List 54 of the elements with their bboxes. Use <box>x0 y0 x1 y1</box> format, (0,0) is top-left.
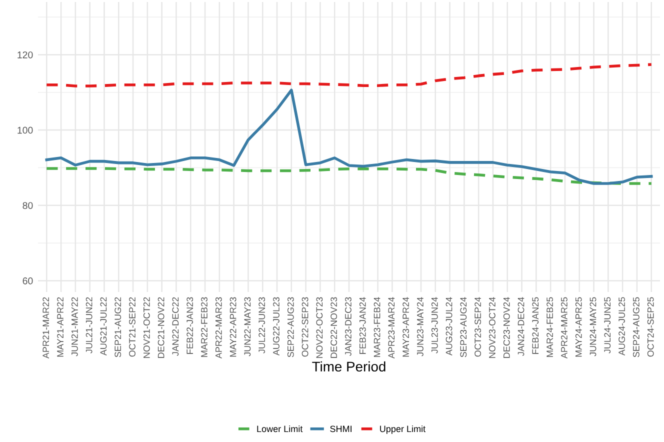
y-tick-label: 120 <box>18 51 33 58</box>
x-tick-label: OCT23-SEP24 <box>474 297 482 357</box>
x-tick-label: NOV22-OCT23 <box>316 297 323 358</box>
x-tick-label: SEP24-AUG25 <box>632 297 640 358</box>
x-tick-label: JUL21-JUN22 <box>86 297 92 354</box>
x-tick-label: JAN22-DEC22 <box>172 297 179 356</box>
x-tick-label: JUL24-JUN25 <box>604 297 611 354</box>
x-tick-label: JAN23-DEC23 <box>345 297 352 356</box>
x-tick-label: APR24-MAR25 <box>561 297 568 359</box>
x-tick-label: MAY21-APR22 <box>57 297 64 357</box>
x-tick-label: JUN23-MAY24 <box>417 297 424 356</box>
x-tick-label: NOV23-OCT24 <box>489 297 496 358</box>
y-tick-label: 80 <box>22 202 33 209</box>
x-tick-label: FEB24-JAN25 <box>532 297 539 354</box>
legend-label: Lower Limit <box>257 425 303 432</box>
x-tick-label: APR22-MAR23 <box>215 297 222 359</box>
x-tick-label: JUL22-JUN23 <box>258 297 266 354</box>
x-tick-label: JUN24-MAY25 <box>590 297 596 356</box>
x-tick-label: DEC23-NOV24 <box>503 297 510 358</box>
legend-label: Upper Limit <box>380 425 426 434</box>
x-tick-label: FEB23-JAN24 <box>359 297 366 354</box>
x-tick-label: APR23-MAR24 <box>388 297 395 359</box>
x-tick-label: NOV21-OCT22 <box>143 297 150 358</box>
y-tick-label: 60 <box>22 277 33 284</box>
x-tick-label: JUN22-MAY23 <box>244 297 251 356</box>
x-tick-label: AUG24-JUL25 <box>618 297 625 356</box>
x-tick-label: SEP22-AUG23 <box>287 297 294 358</box>
y-tick-label: 100 <box>18 126 33 134</box>
x-tick-label: DEC22-NOV23 <box>330 297 338 358</box>
x-tick-label: MAY23-APR24 <box>402 297 410 357</box>
x-tick-label: JUN21-MAY22 <box>71 297 78 356</box>
x-axis-title: Time Period <box>312 361 386 372</box>
x-tick-label: AUG23-JUL24 <box>446 297 452 356</box>
x-tick-label: OCT21-SEP22 <box>129 297 136 357</box>
line-series <box>45 63 653 88</box>
x-tick-label: JUL23-JUN24 <box>431 297 438 354</box>
x-tick-label: AUG21-JUL22 <box>100 297 107 356</box>
x-tick-label: OCT22-SEP23 <box>302 297 308 357</box>
x-tick-label: SEP21-AUG22 <box>114 297 122 358</box>
x-tick-label: MAY24-APR25 <box>575 297 582 357</box>
x-tick-label: OCT24-SEP25 <box>647 297 654 357</box>
x-tick-label: MAY22-APR23 <box>230 297 236 357</box>
x-tick-label: FEB22-JAN23 <box>186 297 194 354</box>
x-tick-label: APR21-MAR22 <box>42 297 49 359</box>
x-tick-label: MAR24-FEB25 <box>546 297 553 357</box>
line-series <box>45 88 653 185</box>
line-series <box>45 167 653 185</box>
x-tick-label: MAR22-FEB23 <box>201 297 208 357</box>
x-tick-label: DEC21-NOV22 <box>158 297 164 358</box>
x-tick-label: MAR23-FEB24 <box>374 297 380 357</box>
x-tick-label: AUG22-JUL23 <box>273 297 280 356</box>
x-tick-label: JAN24-DEC24 <box>518 297 524 356</box>
legend-label: SHMI <box>330 426 352 432</box>
x-tick-label: SEP23-AUG24 <box>460 297 467 358</box>
